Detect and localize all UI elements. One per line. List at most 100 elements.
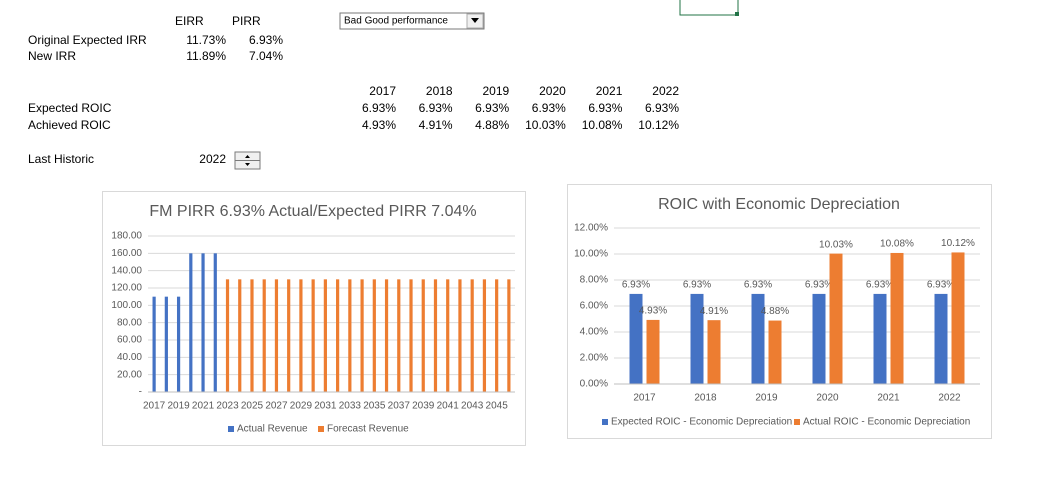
bar (482, 279, 487, 392)
y-tick-label: 120.00 (111, 283, 142, 294)
x-tick-label: 2025 (241, 401, 264, 412)
data-label: 6.93% (927, 280, 955, 291)
spinner[interactable] (234, 151, 261, 170)
row-label: Last Historic (28, 152, 94, 166)
bar (164, 296, 168, 392)
year-header: 2022 (652, 84, 679, 98)
bar (213, 253, 217, 392)
year-header: 2021 (596, 84, 623, 98)
chart: ROIC with Economic Depreciation 0.00% 2.00… (567, 184, 992, 439)
dropdown-box[interactable] (339, 12, 485, 30)
spinner-arrows (245, 155, 250, 166)
x-tick-label: 2045 (486, 401, 509, 412)
bar (433, 279, 438, 392)
bar (238, 279, 242, 392)
x-tick-label: 2019 (167, 401, 190, 412)
bar (274, 279, 279, 392)
legend-label: Expected ROIC - Economic Depreciation (611, 417, 792, 428)
data-label: 10.12% (941, 238, 975, 249)
y-tick-label: 80.00 (117, 317, 142, 328)
cell: 4.91% (419, 118, 453, 132)
x-tick-label: 2041 (437, 401, 460, 412)
x-tick-label: 2019 (755, 393, 778, 404)
legend-swatch (318, 426, 324, 432)
y-tick-label: 12.00% (574, 223, 608, 234)
year-header: 2017 (369, 84, 396, 98)
x-tick-label: 2037 (388, 401, 411, 412)
cell: 10.12% (638, 118, 679, 132)
bar (812, 293, 826, 384)
y-tick-label: 40.00 (117, 352, 142, 363)
legend-label: Forecast Revenue (327, 424, 409, 435)
x-tick-label: 2023 (216, 401, 239, 412)
legend-label: Actual Revenue (237, 424, 308, 435)
cell: 6.93% (588, 101, 622, 115)
cell: 11.89% (186, 49, 226, 63)
cell: 10.03% (525, 118, 566, 132)
fill-handle (735, 12, 739, 16)
bar (751, 293, 765, 384)
bar (189, 253, 193, 392)
cell: 10.08% (582, 118, 623, 132)
y-tick-label: 8.00% (580, 275, 608, 286)
legend-swatch (794, 419, 800, 425)
bar (152, 296, 156, 392)
bar (690, 293, 704, 384)
charts: FM PIRR 6.93% Actual/Expected PIRR 7.04%… (102, 184, 992, 446)
bar (336, 279, 340, 392)
bar (507, 279, 511, 392)
cell: 6.93% (362, 101, 396, 115)
y-tick-label: 4.00% (580, 327, 608, 338)
y-tick-label: - (139, 387, 142, 398)
bar (299, 279, 303, 392)
bar (629, 293, 643, 384)
x-tick-label: 2021 (877, 393, 900, 404)
x-tick-label: 2033 (339, 401, 362, 412)
bar (646, 319, 660, 384)
year-header: 2019 (482, 84, 509, 98)
x-tick-label: 2039 (412, 401, 435, 412)
data-label: 10.03% (819, 239, 853, 250)
bar (873, 293, 887, 384)
bar (409, 279, 413, 392)
selected-cell[interactable] (679, 0, 739, 16)
bar (829, 253, 843, 384)
cell: 2022 (199, 152, 226, 166)
cell: 6.93% (249, 33, 283, 47)
cell: 4.88% (475, 118, 509, 132)
year-header: 2018 (426, 84, 453, 98)
bar (384, 279, 389, 392)
x-tick-label: 2021 (192, 401, 215, 412)
bar (707, 320, 721, 384)
y-tick-label: 20.00 (117, 369, 142, 380)
bar (397, 279, 401, 392)
row-label: Achieved ROIC (28, 118, 111, 132)
bar (287, 279, 291, 392)
cell: 6.93% (532, 101, 566, 115)
dropdown-text: Bad Good performance (344, 16, 448, 27)
x-tick-label: 2029 (290, 401, 313, 412)
bar (458, 279, 462, 392)
bar (201, 253, 205, 392)
data-label: 6.93% (744, 280, 772, 291)
x-tick-label: 2022 (938, 393, 961, 404)
y-tick-label: 0.00% (580, 379, 608, 390)
data-label: 10.08% (880, 239, 914, 250)
data-label: 4.88% (761, 306, 789, 317)
bar (225, 279, 230, 392)
x-tick-label: 2031 (314, 401, 337, 412)
cell: 11.73% (186, 33, 226, 47)
x-tick-label: 2018 (694, 393, 717, 404)
legend-label: Actual ROIC - Economic Depreciation (803, 417, 970, 428)
row-label: New IRR (28, 49, 76, 63)
row-label: Expected ROIC (28, 101, 112, 115)
dropdown[interactable]: Bad Good performance (339, 12, 485, 30)
x-tick-label: 2017 (143, 401, 166, 412)
bar (348, 279, 352, 392)
bar (890, 252, 904, 384)
x-tick-label: 2017 (633, 393, 656, 404)
row-label: Original Expected IRR (28, 33, 147, 47)
bar (934, 293, 948, 384)
chart-title: FM PIRR 6.93% Actual/Expected PIRR 7.04% (149, 203, 476, 220)
